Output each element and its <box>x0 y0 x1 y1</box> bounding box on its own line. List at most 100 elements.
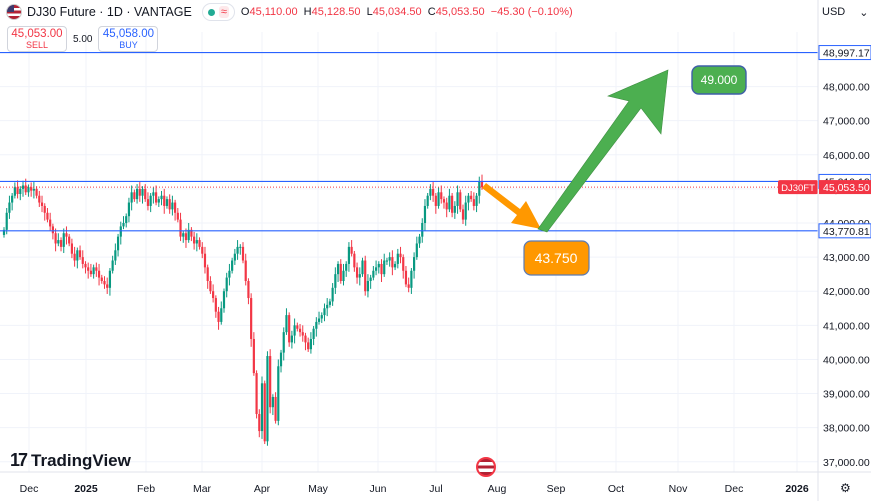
candle-body <box>84 263 87 268</box>
candle <box>5 208 8 235</box>
candle <box>312 326 315 346</box>
candle <box>269 349 272 414</box>
buy-label: BUY <box>119 40 138 50</box>
candle-body <box>358 274 361 278</box>
candle-body <box>393 263 397 268</box>
settings-gear-icon[interactable]: ⚙ <box>840 481 851 495</box>
candle-body <box>214 298 217 312</box>
callout-49000 <box>691 65 747 95</box>
candle <box>182 230 185 243</box>
candle-body <box>470 195 473 200</box>
drawing-arrows[interactable]: 43.750 49.000 <box>482 65 747 276</box>
candle-body <box>342 270 345 281</box>
candle-body <box>478 181 481 196</box>
candle <box>193 231 196 250</box>
candle-body <box>309 338 312 350</box>
candle <box>154 185 158 206</box>
candle-body <box>59 240 63 247</box>
candle-body <box>464 202 467 220</box>
candle-body <box>328 301 332 305</box>
candle-body <box>456 192 459 206</box>
candle <box>345 261 348 277</box>
x-tick-label: Jun <box>370 483 387 495</box>
buy-button[interactable]: 45,058.00 BUY <box>98 26 159 52</box>
candle-body <box>418 236 421 244</box>
candle-body <box>40 202 44 206</box>
candle-body <box>76 250 79 261</box>
candle <box>190 227 193 242</box>
tradingview-logo[interactable]: 17 TradingView <box>10 450 131 471</box>
trade-buttons: 45,053.00 SELL 5.00 45,058.00 BUY <box>7 26 159 52</box>
candle <box>11 192 14 211</box>
status-pill[interactable]: ≈ <box>201 3 235 21</box>
price-axis[interactable]: 49,000.0048,000.0047,000.0046,000.0045,0… <box>818 0 871 472</box>
candle <box>2 227 6 238</box>
candle-body <box>19 188 22 195</box>
callout-43750 <box>523 240 590 276</box>
candle <box>358 267 361 286</box>
candle-body <box>225 277 228 292</box>
candle <box>323 303 326 322</box>
candle-body <box>355 267 359 278</box>
candle <box>467 192 470 211</box>
x-tick-label: Sep <box>547 483 566 495</box>
candle-body <box>152 192 155 196</box>
candle-body <box>480 181 484 188</box>
candle-body <box>429 188 432 196</box>
candle <box>168 194 171 214</box>
candle <box>49 212 52 231</box>
economic-event-flag-icon[interactable] <box>476 457 496 477</box>
candle <box>317 311 321 325</box>
y-tick-label: 47,000.00 <box>823 116 870 128</box>
candle-body <box>413 257 416 271</box>
candle <box>309 332 312 354</box>
candle <box>459 189 462 213</box>
candle-body <box>16 187 19 195</box>
candle-body <box>21 185 25 189</box>
candle <box>396 248 399 269</box>
symbol-title[interactable]: DJ30 Future · 1D · VANTAGE <box>27 5 192 19</box>
candle-body <box>168 199 171 210</box>
candle <box>361 257 364 277</box>
candle <box>195 233 198 252</box>
candle-body <box>345 263 348 271</box>
candle <box>103 276 106 289</box>
candle-body <box>241 246 245 261</box>
candle <box>480 174 484 190</box>
candle-body <box>195 240 198 244</box>
candle <box>413 252 416 279</box>
candle-body <box>472 199 475 206</box>
candle <box>8 195 11 219</box>
sell-button[interactable]: 45,053.00 SELL <box>7 26 67 52</box>
green-arrow <box>537 69 669 233</box>
candle-body <box>385 260 389 262</box>
candle-body <box>130 192 133 203</box>
candle-body <box>391 257 394 268</box>
x-tick-label: May <box>308 483 329 495</box>
candle-body <box>154 192 158 203</box>
price-lines[interactable]: DJ30FT <box>0 51 818 232</box>
candle-body <box>89 270 93 275</box>
candle-body <box>30 187 33 191</box>
candle-body <box>27 187 30 193</box>
candle <box>282 327 285 361</box>
candle <box>209 276 212 294</box>
candle <box>203 246 207 274</box>
candle <box>125 213 128 228</box>
candle-body <box>423 205 427 224</box>
candle <box>334 267 337 294</box>
candle-body <box>334 274 337 288</box>
candle-body <box>190 229 193 237</box>
candle <box>160 190 163 206</box>
price-line-tag <box>818 223 871 239</box>
candle <box>377 261 380 274</box>
candle-body <box>388 257 391 261</box>
candle <box>51 223 54 240</box>
candle <box>353 250 356 272</box>
candle-body <box>43 205 46 213</box>
market-open-dot-icon <box>207 8 215 16</box>
candle <box>307 337 310 352</box>
currency-selector[interactable]: USD ⌄ <box>822 6 868 19</box>
